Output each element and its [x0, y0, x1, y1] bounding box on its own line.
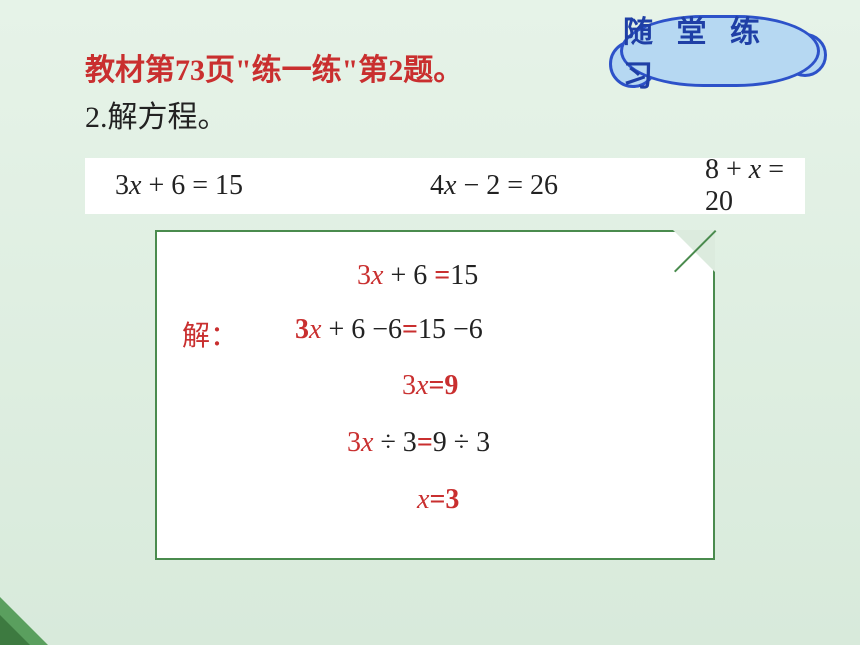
equations-row: 3x + 6 = 15 4x − 2 = 26 8 + x = 20: [85, 158, 805, 214]
l5-c: 3: [445, 484, 459, 515]
equation-2: 4x − 2 = 26: [430, 170, 558, 202]
page-title: 教材第73页"练一练"第2题。: [85, 45, 463, 89]
eq2-op: − 2: [456, 170, 500, 201]
l3-a: 3: [402, 370, 416, 401]
l4-eq: =: [417, 427, 433, 458]
equation-3: 8 + x = 20: [705, 154, 805, 218]
l1-eq: =: [434, 260, 450, 291]
l1-x: x: [371, 260, 383, 291]
l3-x: x: [416, 370, 428, 401]
l4-b: ÷ 3: [373, 427, 416, 458]
l2-a: 3: [295, 314, 309, 345]
eq1-var: x: [129, 170, 141, 201]
l2-x: x: [309, 314, 321, 345]
solution-line-1: 3x + 6 =15: [357, 260, 478, 292]
solution-box: 解： 3x + 6 =15 3x + 6 −6=15 −6 3x=9 3x ÷ …: [155, 230, 715, 560]
eq1-op: + 6: [141, 170, 185, 201]
eq3-rhs: 20: [705, 186, 733, 217]
solution-line-4: 3x ÷ 3=9 ÷ 3: [347, 427, 490, 459]
eq2-coef: 4: [430, 170, 444, 201]
practice-badge-text: 随 堂 练 习: [623, 7, 817, 95]
eq3-var: x: [749, 154, 761, 185]
l1-a: 3: [357, 260, 371, 291]
eq2-var: x: [444, 170, 456, 201]
l5-eq: =: [429, 484, 445, 515]
solution-line-5: x=3: [417, 484, 459, 516]
eq3-pre: 8 +: [705, 154, 749, 185]
eq2-eq: =: [500, 170, 530, 201]
l4-x: x: [361, 427, 373, 458]
l4-a: 3: [347, 427, 361, 458]
solution-line-2: 3x + 6 −6=15 −6: [295, 314, 483, 346]
practice-badge: 随 堂 练 习: [620, 15, 820, 87]
eq3-eq: =: [761, 154, 784, 185]
l2-c: 15 −6: [418, 314, 483, 345]
solution-line-3: 3x=9: [402, 370, 458, 402]
eq1-rhs: 15: [215, 170, 243, 201]
l3-c: 9: [444, 370, 458, 401]
eq2-rhs: 26: [530, 170, 558, 201]
question-subtitle: 2.解方程。: [85, 92, 228, 136]
eq1-coef: 3: [115, 170, 129, 201]
l1-c: 15: [450, 260, 478, 291]
l2-eq: =: [402, 314, 418, 345]
eq1-eq: =: [185, 170, 215, 201]
l5-x: x: [417, 484, 429, 515]
solution-label: 解：: [182, 314, 238, 354]
l1-b: + 6: [383, 260, 434, 291]
corner-decoration: [0, 597, 48, 645]
l4-c: 9 ÷ 3: [433, 427, 490, 458]
l3-eq: =: [428, 370, 444, 401]
l2-b: + 6 −6: [321, 314, 402, 345]
equation-1: 3x + 6 = 15: [115, 170, 243, 202]
